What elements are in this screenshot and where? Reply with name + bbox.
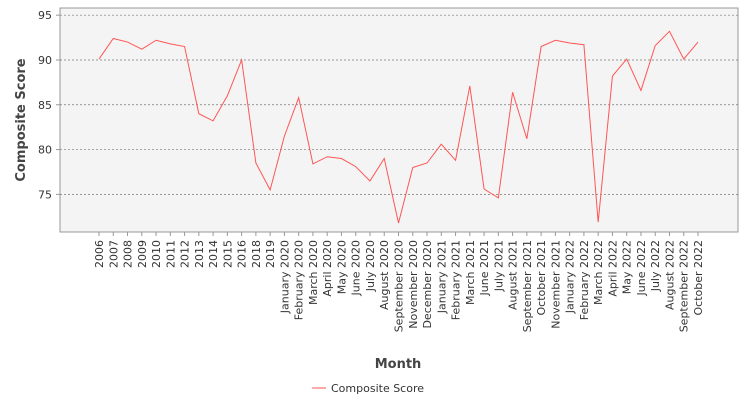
x-tick-label: 2006 bbox=[93, 240, 106, 268]
x-tick-label: March 2020 bbox=[307, 240, 320, 305]
series-line bbox=[98, 30, 699, 224]
x-tick-label: 2016 bbox=[236, 240, 249, 268]
x-tick-label: 2019 bbox=[264, 240, 277, 268]
x-tick-label: 2009 bbox=[136, 240, 149, 268]
y-tick-label: 85 bbox=[38, 99, 52, 112]
x-tick-label: March 2022 bbox=[592, 240, 605, 305]
x-tick-label: November 2021 bbox=[549, 240, 562, 329]
y-tick-label: 95 bbox=[38, 9, 52, 22]
x-tick-label: September 2022 bbox=[678, 240, 691, 332]
x-tick-label: June 2020 bbox=[350, 240, 363, 296]
x-tick-label: 2014 bbox=[207, 240, 220, 268]
x-tick-label: February 2022 bbox=[578, 240, 591, 320]
x-tick-label: April 2020 bbox=[321, 240, 334, 297]
x-tick-label: February 2021 bbox=[450, 240, 463, 320]
legend-label: Composite Score bbox=[331, 382, 424, 395]
x-tick-label: September 2021 bbox=[521, 240, 534, 332]
x-tick-label: October 2021 bbox=[535, 240, 548, 316]
y-tick-label: 75 bbox=[38, 188, 52, 201]
x-tick-label: 2012 bbox=[179, 240, 192, 268]
x-tick-label: April 2022 bbox=[606, 240, 619, 297]
x-tick-label: 2015 bbox=[221, 240, 234, 268]
x-tick-label: August 2022 bbox=[663, 240, 676, 310]
x-tick-label: January 2022 bbox=[564, 240, 577, 314]
y-tick-label: 90 bbox=[38, 54, 52, 67]
y-axis-title: Composite Score bbox=[14, 58, 29, 181]
x-tick-label: May 2022 bbox=[621, 240, 634, 294]
x-tick-label: January 2021 bbox=[435, 240, 448, 314]
x-tick-label: July 2020 bbox=[364, 240, 377, 292]
y-tick-label: 80 bbox=[38, 144, 52, 157]
x-tick-label: July 2021 bbox=[492, 240, 505, 292]
x-tick-label: 2007 bbox=[107, 240, 120, 268]
x-tick-label: 2010 bbox=[150, 240, 163, 268]
x-tick-label: August 2020 bbox=[378, 240, 391, 310]
x-tick-label: September 2020 bbox=[393, 240, 406, 332]
x-axis-title: Month bbox=[375, 357, 422, 372]
x-tick-label: 2011 bbox=[164, 240, 177, 268]
x-tick-label: 2008 bbox=[122, 240, 135, 268]
x-tick-label: October 2022 bbox=[692, 240, 705, 316]
x-tick-label: June 2021 bbox=[478, 240, 491, 296]
x-tick-label: November 2020 bbox=[407, 240, 420, 329]
x-tick-label: 2018 bbox=[250, 240, 263, 268]
x-tick-label: June 2022 bbox=[635, 240, 648, 296]
x-tick-label: March 2021 bbox=[464, 240, 477, 305]
x-tick-label: July 2022 bbox=[649, 240, 662, 292]
x-tick-label: 2013 bbox=[193, 240, 206, 268]
x-tick-label: December 2020 bbox=[421, 240, 434, 329]
x-tick-label: January 2020 bbox=[278, 240, 291, 314]
x-tick-label: August 2021 bbox=[507, 240, 520, 310]
x-tick-label: February 2020 bbox=[293, 240, 306, 320]
x-tick-label: May 2020 bbox=[335, 240, 348, 294]
